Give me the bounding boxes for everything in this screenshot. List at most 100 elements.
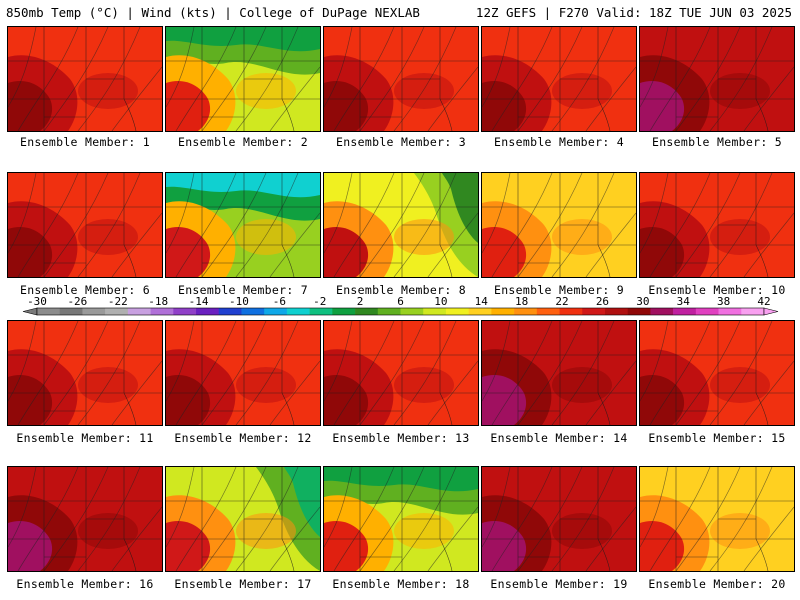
colorbar-high-arrow <box>763 307 779 316</box>
colorbar-swatch <box>332 308 356 315</box>
colorbar-swatch <box>491 308 515 315</box>
colorbar-tick-label: -30 <box>27 296 47 308</box>
colorbar-swatch <box>741 308 765 315</box>
ensemble-member-label: Ensemble Member: 9 <box>493 283 625 297</box>
colorbar-swatch <box>627 308 651 315</box>
colorbar-swatch <box>241 308 265 315</box>
temperature-colorbar: -30 -26 -22 -18 -14 -10 -6 -2 2 6 10 14 18 22 26 30 34 38… <box>22 296 779 316</box>
ensemble-member-label: Ensemble Member: 1 <box>19 135 151 149</box>
temperature-map <box>482 467 636 571</box>
colorbar-swatch <box>582 308 606 315</box>
header-title: 850mb Temp (°C) | Wind (kts) | College o… <box>6 5 420 20</box>
colorbar-tick-label: -10 <box>229 296 249 308</box>
colorbar-swatch <box>650 308 674 315</box>
header-run-info: 12Z GEFS | F270 Valid: 18Z TUE JUN 03 20… <box>475 5 792 20</box>
ensemble-member-label: Ensemble Member: 15 <box>648 431 786 445</box>
colorbar-swatch <box>355 308 379 315</box>
ensemble-member-label: Ensemble Member: 13 <box>332 431 470 445</box>
colorbar-tick-label: 34 <box>677 296 691 308</box>
colorbar-tick-label: 26 <box>596 296 609 308</box>
ensemble-member-label: Ensemble Member: 5 <box>651 135 783 149</box>
colorbar-swatch <box>377 308 401 315</box>
colorbar-swatch <box>127 308 151 315</box>
colorbar-swatch <box>423 308 447 315</box>
colorbar-swatch <box>286 308 310 315</box>
colorbar-tick-label: 38 <box>717 296 730 308</box>
ensemble-member-label: Ensemble Member: 12 <box>174 431 312 445</box>
colorbar-swatch <box>264 308 288 315</box>
ensemble-panel-20 <box>639 466 795 572</box>
colorbar-tick-label: 18 <box>515 296 528 308</box>
ensemble-member-label: Ensemble Member: 7 <box>177 283 309 297</box>
colorbar-tick-label: 10 <box>434 296 447 308</box>
colorbar-tick-label: 2 <box>357 296 364 308</box>
colorbar-tick-label: -14 <box>189 296 209 308</box>
colorbar-swatch <box>468 308 492 315</box>
colorbar-swatch <box>173 308 197 315</box>
temperature-map <box>166 27 320 131</box>
temperature-map <box>324 321 478 425</box>
ensemble-member-label: Ensemble Member: 8 <box>335 283 467 297</box>
temperature-map <box>324 27 478 131</box>
ensemble-panel-12 <box>165 320 321 426</box>
colorbar-tick-label: 30 <box>636 296 649 308</box>
ensemble-panel-15 <box>639 320 795 426</box>
colorbar-swatch <box>604 308 628 315</box>
ensemble-member-label: Ensemble Member: 14 <box>490 431 628 445</box>
colorbar-swatch <box>82 308 106 315</box>
ensemble-member-label: Ensemble Member: 11 <box>16 431 154 445</box>
ensemble-panel-8 <box>323 172 479 278</box>
colorbar-swatch <box>150 308 174 315</box>
ensemble-panel-9 <box>481 172 637 278</box>
ensemble-member-label: Ensemble Member: 16 <box>16 577 154 591</box>
ensemble-member-label: Ensemble Member: 3 <box>335 135 467 149</box>
colorbar-swatch <box>218 308 242 315</box>
temperature-map <box>166 321 320 425</box>
ensemble-panel-16 <box>7 466 163 572</box>
temperature-map <box>482 173 636 277</box>
colorbar-swatch <box>559 308 583 315</box>
colorbar-swatch <box>59 308 83 315</box>
ensemble-member-label: Ensemble Member: 2 <box>177 135 309 149</box>
temperature-map <box>8 467 162 571</box>
temperature-map <box>482 27 636 131</box>
ensemble-panel-2 <box>165 26 321 132</box>
colorbar-tick-label: -2 <box>313 296 326 308</box>
colorbar-tick-label: -26 <box>67 296 87 308</box>
colorbar-tick-label: 14 <box>475 296 489 308</box>
colorbar-swatch <box>196 308 220 315</box>
colorbar-swatch <box>695 308 719 315</box>
ensemble-panel-3 <box>323 26 479 132</box>
temperature-map <box>640 321 794 425</box>
ensemble-panel-10 <box>639 172 795 278</box>
colorbar-swatch <box>514 308 538 315</box>
colorbar-swatch <box>718 308 742 315</box>
ensemble-panel-13 <box>323 320 479 426</box>
ensemble-panel-19 <box>481 466 637 572</box>
temperature-map <box>8 173 162 277</box>
colorbar-swatch <box>673 308 697 315</box>
ensemble-panel-1 <box>7 26 163 132</box>
colorbar-swatch <box>37 308 61 315</box>
ensemble-member-label: Ensemble Member: 4 <box>493 135 625 149</box>
ensemble-panel-14 <box>481 320 637 426</box>
temperature-map <box>8 27 162 131</box>
ensemble-panel-5 <box>639 26 795 132</box>
colorbar-tick-label: 22 <box>555 296 568 308</box>
ensemble-panel-17 <box>165 466 321 572</box>
ensemble-panel-6 <box>7 172 163 278</box>
colorbar-low-arrow <box>22 307 38 316</box>
temperature-map <box>166 467 320 571</box>
colorbar-swatch <box>309 308 333 315</box>
ensemble-member-label: Ensemble Member: 6 <box>19 283 151 297</box>
colorbar-tick-label: 42 <box>757 296 770 308</box>
ensemble-member-label: Ensemble Member: 20 <box>648 577 786 591</box>
ensemble-panel-18 <box>323 466 479 572</box>
temperature-map <box>640 27 794 131</box>
colorbar-swatch <box>400 308 424 315</box>
colorbar-tick-label: -18 <box>148 296 168 308</box>
colorbar-swatch <box>536 308 560 315</box>
ensemble-panel-11 <box>7 320 163 426</box>
temperature-map <box>640 173 794 277</box>
colorbar-swatch <box>105 308 129 315</box>
